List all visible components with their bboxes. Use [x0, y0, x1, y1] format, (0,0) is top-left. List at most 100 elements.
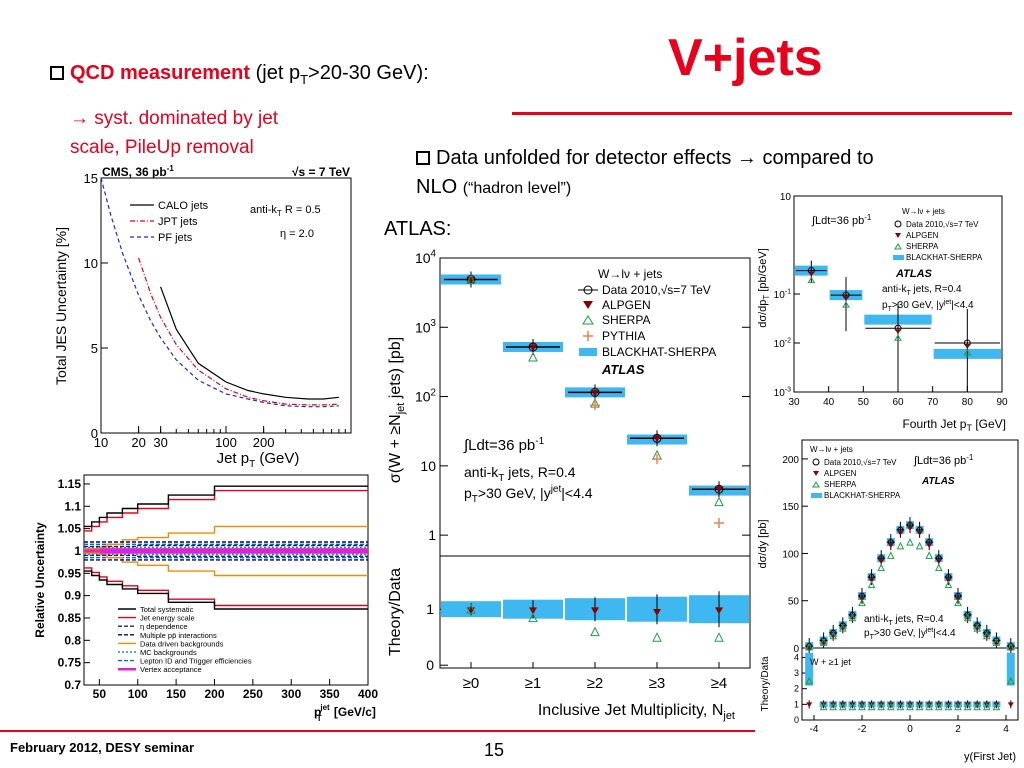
ratio-alpgen: [916, 702, 923, 708]
svg-text:ATLAS: ATLAS: [601, 362, 645, 377]
ratio-sherpa: [877, 702, 886, 711]
y-tick-label: 100: [782, 549, 799, 560]
ratio-sherpa: [652, 632, 662, 642]
x-tick-label: 350: [320, 687, 340, 701]
x-tick-label: -4: [810, 724, 819, 735]
ratio-sherpa: [819, 702, 828, 711]
band-down-4: [84, 552, 368, 577]
legend-label-7: Vertex acceptance: [140, 665, 202, 674]
y-tick-label: 0: [91, 426, 98, 441]
sherpa-point: [877, 563, 886, 572]
checkbox-bullet-icon: [416, 151, 430, 165]
ratio-y-tick-label: 3: [794, 668, 799, 678]
ratio-sherpa: [867, 702, 876, 711]
svg-text:ALPGEN: ALPGEN: [824, 469, 857, 478]
chart-jet-multiplicity: 1 10 102 103 104 ≥0 ≥1 ≥2 ≥3 ≥4 0 1 W→lν + jets Dat…: [387, 249, 751, 722]
ratio-alpgen: [868, 702, 875, 708]
y-tick-label: 150: [782, 502, 799, 513]
x-tick-label: 200: [253, 435, 275, 450]
sherpa-point: [858, 598, 866, 607]
ratio-sherpa: [944, 702, 953, 711]
ratio-alpgen: [859, 702, 865, 708]
sherpa-point: [954, 598, 962, 607]
y-tick-label: 10: [780, 192, 792, 203]
ratio-alpgen: [964, 702, 971, 708]
ratio-alpgen: [974, 702, 981, 708]
ratio-alpgen: [887, 702, 894, 708]
sherpa-point: [1006, 642, 1015, 651]
ratio-sherpa: [963, 702, 972, 711]
ratio-sherpa: [954, 702, 962, 711]
rap-cuts-1: anti-kT jets, R=0.4: [864, 614, 944, 627]
x-tick-label: 200: [204, 687, 224, 701]
ratio-alpgen: [983, 702, 990, 708]
y-tick-label: 10-1: [774, 289, 791, 302]
y-tick-label: 15: [84, 171, 98, 186]
legend-calo: CALO jets: [158, 200, 209, 212]
ratio-sherpa: [934, 702, 943, 711]
plot-frame: [83, 474, 369, 686]
alpgen-point: [907, 526, 913, 532]
alpgen-point: [653, 435, 661, 443]
y-tick-label: 1.1: [64, 499, 81, 513]
ratio-alpgen: [806, 702, 813, 708]
band-up-1: [84, 489, 368, 532]
ratio-sherpa: [829, 702, 838, 711]
svg-text:ATLAS: ATLAS: [895, 268, 933, 280]
mult-cuts-2: pT>30 GeV, |yjet|<4.4: [464, 484, 593, 505]
ratio-sherpa: [714, 632, 724, 642]
rap-xlabel: y(First Jet): [964, 751, 1016, 763]
mult-ylabel: σ(W + ≥Njet jets) [pb]: [387, 337, 407, 483]
x-tick-label: 400: [358, 687, 378, 701]
sherpa-point: [829, 631, 838, 640]
ratio-alpgen: [830, 702, 837, 708]
ratio-y-tick-label: 4: [794, 652, 799, 662]
ratio-alpgen: [591, 607, 599, 615]
ratio-band: [805, 652, 814, 686]
x-tick-label: ≥0: [463, 675, 480, 692]
curve-pf: [100, 177, 339, 408]
pythia-point: [652, 454, 662, 465]
rap-lumi: ∫Ldt=36 pb-1: [913, 453, 974, 467]
x-tick-label: -2: [858, 724, 867, 735]
x-tick-label: ≥1: [525, 675, 542, 692]
ratio-y-tick-label: 0: [794, 715, 799, 725]
cms-algo: anti-kT R = 0.5: [250, 204, 321, 218]
bullet-unfold: Data unfolded for detector effects → com…: [416, 144, 996, 203]
x-tick-label: ≥3: [649, 675, 666, 692]
sherpa-point: [714, 496, 724, 507]
ratio-alpgen: [935, 702, 942, 708]
ratio-sherpa: [915, 702, 924, 711]
y-tick-label: 0.75: [58, 656, 82, 670]
y-tick-label: 5: [91, 341, 98, 356]
y-tick-label: 0.7: [64, 678, 81, 692]
svg-text:ALPGEN: ALPGEN: [602, 298, 651, 312]
ratio-alpgen: [849, 702, 856, 708]
ratio-alpgen: [955, 702, 961, 708]
svg-text:Data 2010,√s=7 TeV: Data 2010,√s=7 TeV: [824, 458, 897, 467]
alpgen-point: [897, 530, 904, 536]
slide-title: V+jets: [668, 29, 823, 87]
x-tick-label: 30: [153, 435, 167, 450]
ratio-alpgen: [926, 702, 933, 708]
y-tick-label: 1.15: [58, 477, 82, 491]
mult-lumi: ∫Ldt=36 pb-1: [463, 436, 545, 454]
pt4-cuts-1: anti-kT jets, R=0.4: [882, 284, 962, 297]
ratio-alpgen: [897, 702, 904, 708]
svg-text:W→lν + jets: W→lν + jets: [598, 267, 662, 281]
x-tick-label: 300: [281, 687, 301, 701]
ratio-band: [1006, 652, 1015, 686]
svg-text:ATLAS: ATLAS: [921, 476, 955, 487]
rel-xlabel: pjet T [GeV/c]: [314, 703, 376, 723]
legend-pf: PF jets: [158, 232, 193, 244]
x-tick-label: 4: [1003, 724, 1009, 735]
cms-eta: η = 2.0: [280, 228, 314, 240]
x-tick-label: ≥2: [587, 675, 604, 692]
ratio-sherpa: [982, 702, 991, 711]
sherpa-point: [867, 580, 876, 589]
y-tick-label: 102: [415, 387, 436, 404]
ratio-alpgen: [993, 702, 1000, 708]
svg-text:Data 2010,√s=7 TeV: Data 2010,√s=7 TeV: [906, 220, 979, 229]
ratio-sherpa: [1006, 676, 1015, 685]
